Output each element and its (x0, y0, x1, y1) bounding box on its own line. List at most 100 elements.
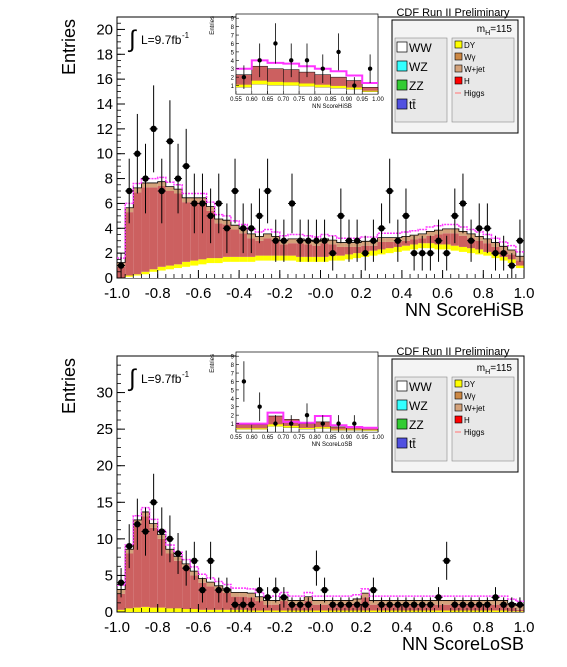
data-point (435, 594, 442, 601)
y-axis-title: Entries (59, 358, 79, 414)
hist-bar-w (442, 610, 451, 612)
hist-bar-ww (198, 264, 207, 278)
hist-bar-w (157, 266, 166, 271)
hist-bar-w (165, 265, 174, 270)
hist-cap (206, 582, 215, 587)
data-point (353, 237, 361, 244)
inset-x-label: 0.65 (262, 97, 274, 103)
data-point (272, 237, 279, 244)
data-point (117, 579, 125, 586)
data-point (386, 187, 393, 195)
hist-bar-ww (190, 265, 199, 278)
data-point (256, 586, 263, 594)
hist-bar-w (125, 608, 134, 612)
data-point (459, 200, 467, 207)
inset-bar-wgamma (251, 428, 268, 430)
inset-data-point (241, 74, 247, 80)
hist-bar-w+jet (515, 260, 524, 266)
y-tick-label: 15 (96, 494, 113, 511)
hist-cap (336, 242, 345, 247)
x-tick-label: -0.0 (308, 619, 334, 636)
inset-bar-ww (314, 87, 331, 95)
data-point (296, 237, 304, 244)
hist-bar-w (320, 610, 329, 612)
hist-cap (442, 228, 451, 234)
x-tick-label: -0.6 (185, 619, 211, 636)
hist-bar-w+jet (149, 187, 158, 270)
data-point (223, 225, 231, 232)
hist-cap (361, 593, 370, 598)
hist-bar-w+jet (385, 241, 394, 249)
inset-bar-wgamma (236, 428, 252, 430)
data-point (199, 200, 206, 207)
hist-bar-w+jet (165, 191, 174, 266)
inset-y-label: 1 (231, 422, 235, 428)
legend-label: WW (409, 380, 432, 394)
inset-x-label: 1.00 (372, 435, 384, 441)
inset-y-label: 8 (231, 363, 235, 369)
hist-cap (312, 600, 321, 605)
hist-bar-w+jet (442, 604, 451, 611)
hist-bar-w (385, 248, 394, 254)
hist-bar-w+jet (255, 240, 264, 256)
mass-value: 115 (496, 24, 512, 35)
legend-swatch (454, 52, 463, 61)
hist-bar-ww (222, 261, 231, 278)
data-point (443, 557, 450, 564)
data-point (410, 601, 418, 608)
data-point (467, 601, 475, 608)
hist-bar-ww (458, 251, 468, 278)
y-tick-label: 6 (105, 195, 113, 212)
inset-x-label: 0.55 (230, 97, 242, 103)
data-point (370, 237, 377, 244)
legend-swatch (396, 399, 408, 411)
hist-cap (230, 592, 240, 597)
hist-bar-w+jet (157, 538, 166, 608)
inset-data-point (304, 58, 310, 63)
inset-x-label: 0.60 (246, 97, 258, 103)
hist-bar-w+jet (165, 553, 174, 609)
x-tick-label: -0.4 (226, 619, 252, 636)
hist-bar-w+jet (173, 193, 183, 265)
legend-swatch (396, 437, 408, 449)
hist-bar-w (271, 610, 280, 612)
data-point (207, 557, 214, 564)
hist-bar-w (263, 610, 272, 612)
data-point (158, 187, 165, 195)
y-tick-label: 8 (105, 171, 113, 188)
hist-bar-ww (165, 269, 174, 278)
legend-label: DY (464, 380, 476, 389)
inset-x-label: 0.70 (277, 435, 289, 441)
mass-label: mH=115 (477, 24, 513, 37)
hist-bar-ww (133, 275, 142, 278)
data-point (394, 601, 402, 608)
hist-bar-ww (173, 268, 183, 278)
hist-bar-ww (312, 261, 321, 278)
hist-bar-w (263, 255, 272, 261)
x-tick-label: -0.8 (145, 285, 171, 302)
x-tick-label: -0.2 (267, 619, 293, 636)
data-point (378, 601, 385, 608)
inset-y-label: 5 (231, 50, 235, 56)
data-point (467, 237, 475, 244)
inset-data-point (320, 66, 325, 71)
x-tick-label: -1.0 (104, 285, 130, 302)
legend-swatch (454, 379, 463, 388)
hist-bar-w (230, 256, 240, 262)
hist-bar-w+jet (149, 527, 158, 608)
inset-data-point (289, 58, 294, 63)
data-point (174, 550, 182, 557)
data-point (305, 601, 312, 608)
inset-x-label: 0.75 (293, 435, 305, 441)
y-tick-label: 14 (96, 96, 113, 113)
data-point (337, 212, 345, 220)
inset-y-label: 7 (231, 34, 235, 40)
data-point (296, 601, 304, 608)
data-point (329, 601, 336, 608)
legend-swatch (396, 79, 408, 91)
experiment-label: CDF Run II Preliminary (396, 346, 510, 358)
inset-y-label: 6 (231, 380, 235, 386)
inset-bar-wgamma (299, 83, 315, 87)
inset-bar-ww (298, 428, 316, 433)
